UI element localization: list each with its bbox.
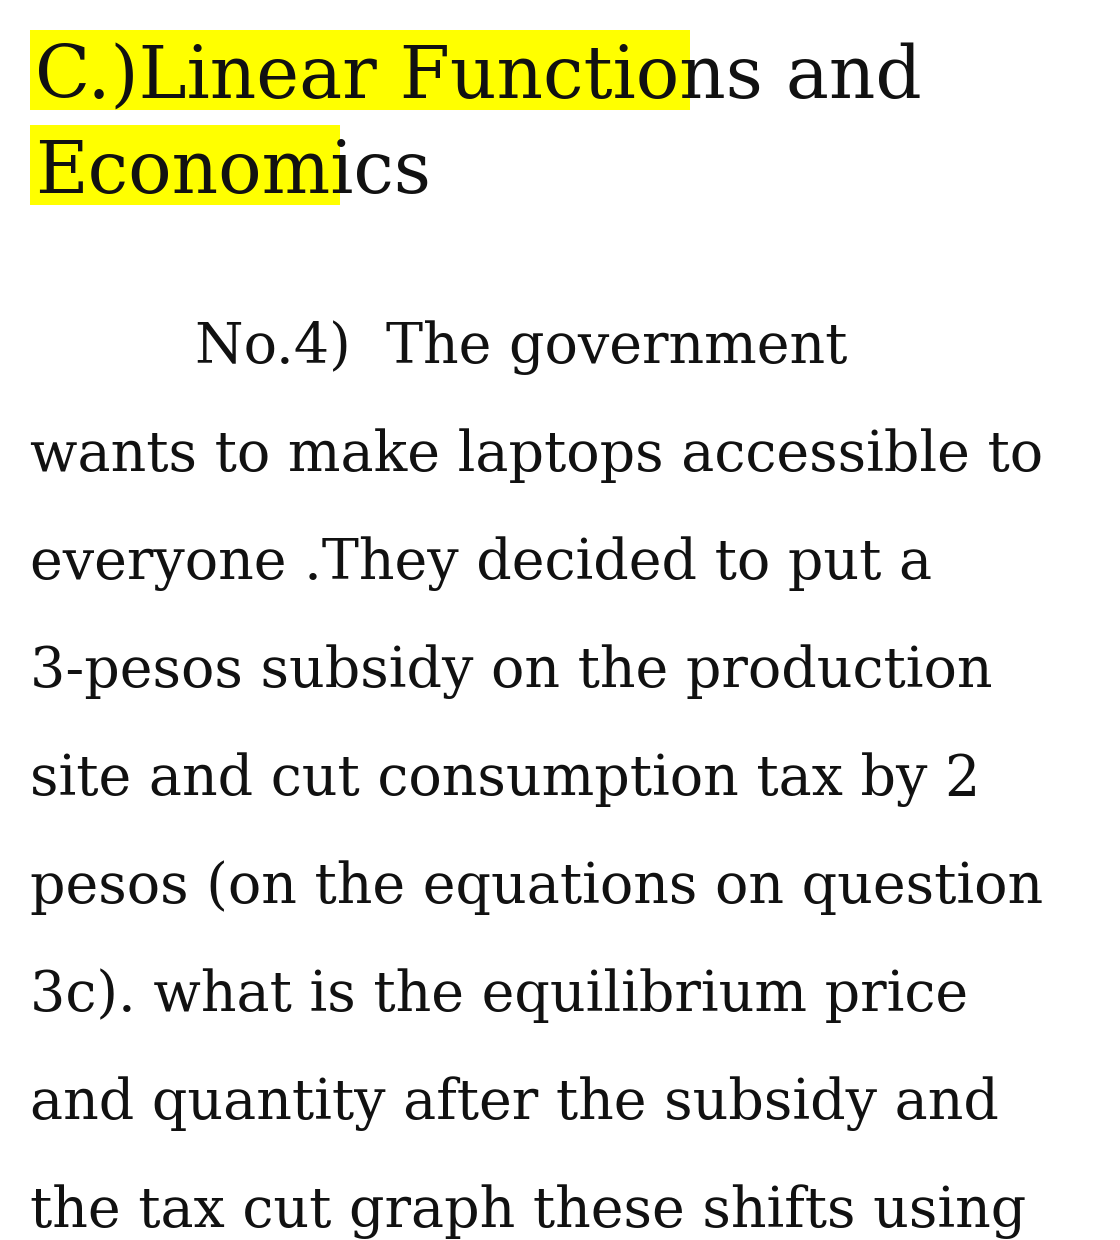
Text: everyone .They decided to put a: everyone .They decided to put a (30, 536, 932, 590)
Bar (30, 30, 690, 110)
Text: No.4)  The government: No.4) The government (195, 320, 848, 374)
Bar (30, 125, 340, 205)
Text: 3-pesos subsidy on the production: 3-pesos subsidy on the production (30, 644, 992, 698)
Text: C.)Linear Functions and: C.)Linear Functions and (35, 42, 922, 113)
Text: the tax cut graph these shifts using: the tax cut graph these shifts using (30, 1184, 1026, 1239)
Text: 3c). what is the equilibrium price: 3c). what is the equilibrium price (30, 968, 968, 1023)
Text: Economics: Economics (35, 138, 431, 208)
Text: site and cut consumption tax by 2: site and cut consumption tax by 2 (30, 751, 980, 807)
Text: pesos (on the equations on question: pesos (on the equations on question (30, 861, 1043, 915)
Text: wants to make laptops accessible to: wants to make laptops accessible to (30, 428, 1043, 482)
Text: and quantity after the subsidy and: and quantity after the subsidy and (30, 1076, 999, 1131)
